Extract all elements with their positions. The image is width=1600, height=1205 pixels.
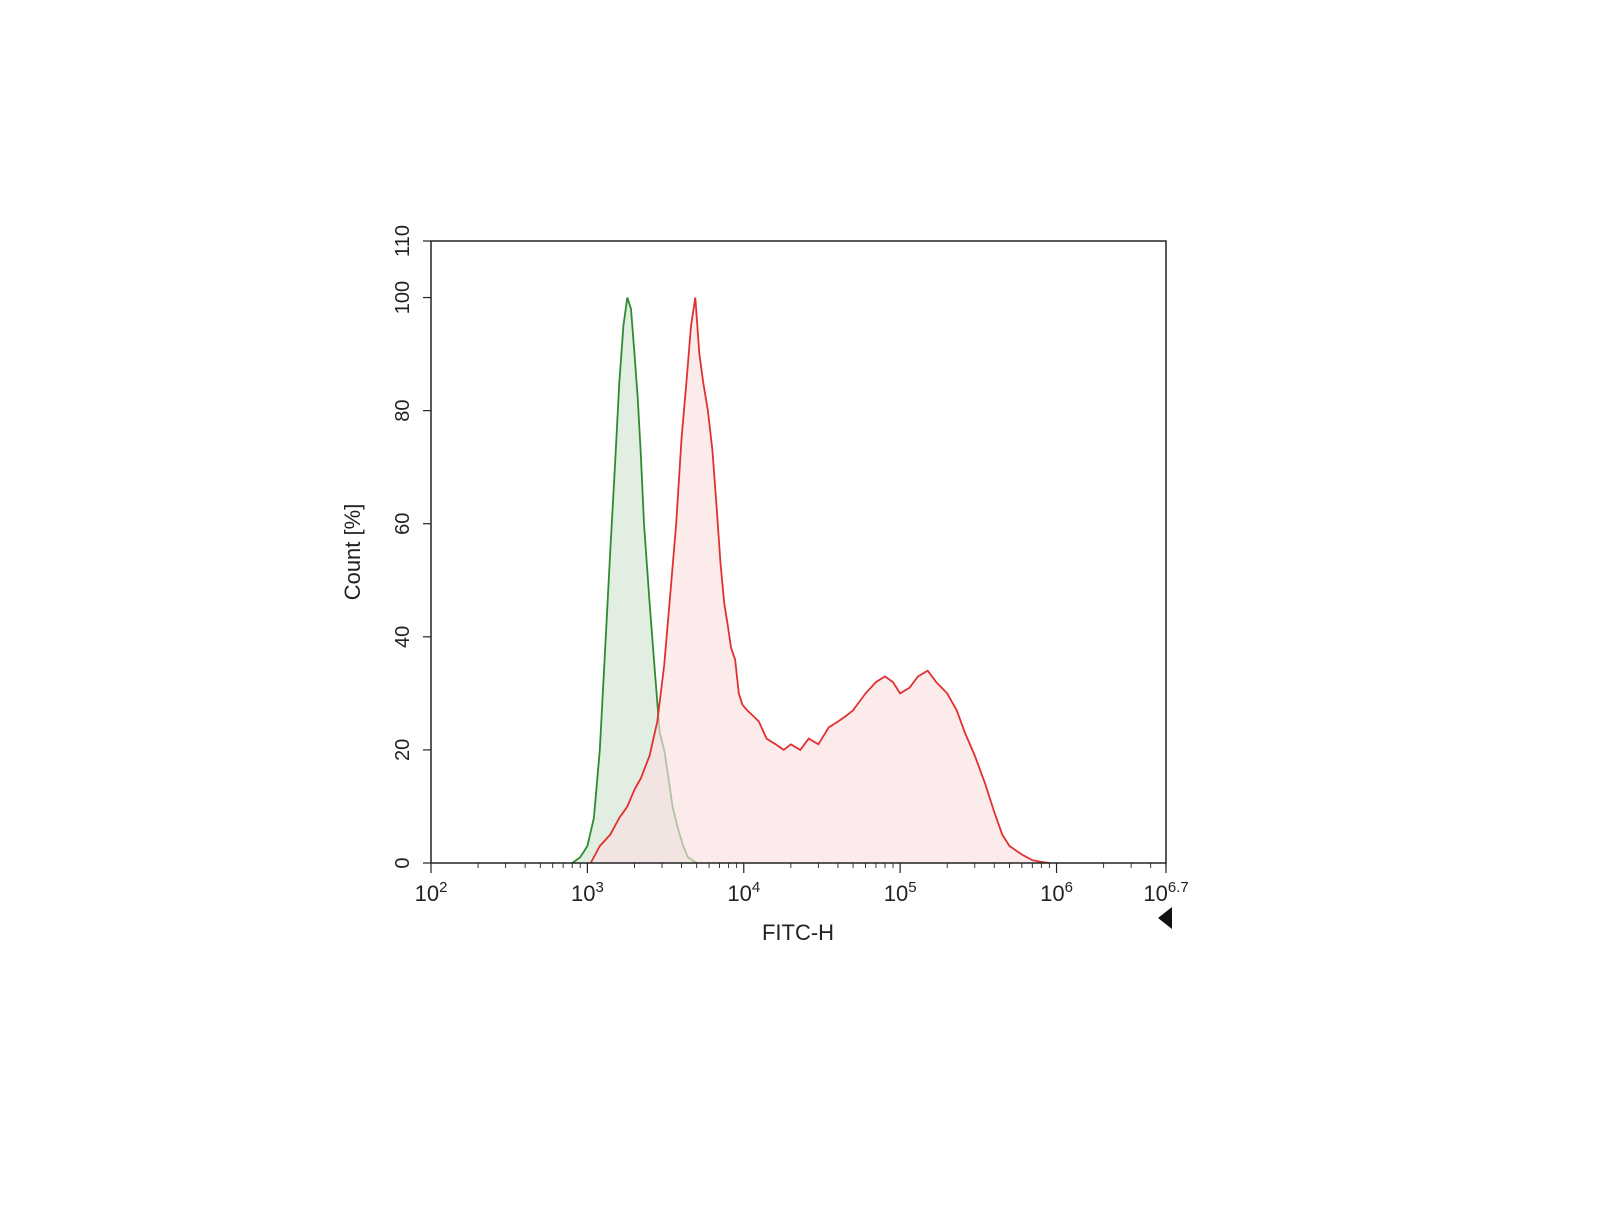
y-tick-label: 40 [392, 626, 414, 648]
y-tick-label: 80 [392, 400, 414, 422]
x-tick-label: 102 [415, 879, 448, 906]
series-1-line [589, 297, 1050, 864]
series-0-area [572, 297, 697, 863]
x-tick-label: 104 [727, 879, 760, 906]
y-tick-label: 110 [392, 225, 414, 257]
x-tick-label: 106 [1040, 879, 1073, 906]
y-tick-label: 100 [392, 281, 414, 314]
x-tick-label: 103 [571, 879, 604, 906]
series-layer [571, 297, 1050, 864]
y-tick-label: 20 [392, 739, 414, 761]
y-axis-label: Count [%] [340, 504, 365, 601]
x-axis: 102 103 104 105 106 106.7 [415, 863, 1189, 906]
collapse-arrow-icon[interactable] [1158, 907, 1172, 929]
x-tick-label: 106.7 [1143, 879, 1188, 906]
x-axis-label: FITC-H [762, 920, 834, 945]
y-axis: 0 20 40 60 80 100 110 [392, 225, 431, 869]
y-tick-label: 0 [392, 857, 414, 868]
y-tick-label: 60 [392, 513, 414, 535]
series-1-area [590, 297, 1050, 863]
plot-frame [430, 240, 1167, 864]
x-tick-label: 105 [884, 879, 917, 906]
